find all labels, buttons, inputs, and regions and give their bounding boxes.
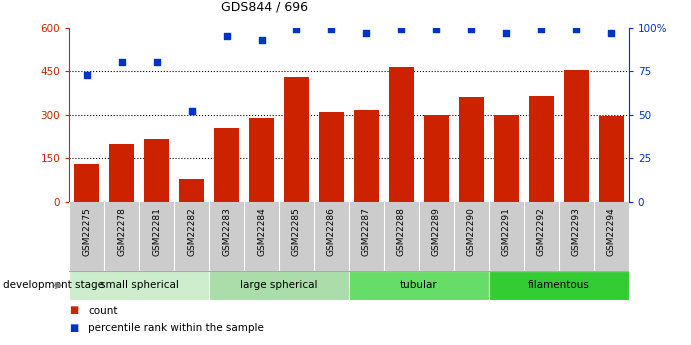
- Text: GSM22282: GSM22282: [187, 207, 196, 256]
- Point: [466, 27, 477, 32]
- Text: GSM22287: GSM22287: [362, 207, 371, 256]
- Bar: [424, 115, 448, 202]
- Text: tubular: tubular: [400, 280, 438, 290]
- Text: GSM22284: GSM22284: [257, 207, 266, 256]
- Text: GSM22278: GSM22278: [117, 207, 126, 256]
- Text: ■: ■: [69, 323, 78, 333]
- Bar: [319, 112, 343, 202]
- Text: GSM22285: GSM22285: [292, 207, 301, 256]
- Text: GSM22290: GSM22290: [467, 207, 476, 256]
- Bar: [389, 67, 414, 202]
- Text: percentile rank within the sample: percentile rank within the sample: [88, 323, 265, 333]
- Point: [606, 30, 617, 36]
- Text: ■: ■: [69, 306, 78, 315]
- Point: [291, 27, 302, 32]
- Text: GDS844 / 696: GDS844 / 696: [222, 1, 308, 14]
- Text: filamentous: filamentous: [528, 280, 590, 290]
- Bar: [249, 118, 274, 202]
- Point: [81, 72, 92, 77]
- Text: GSM22291: GSM22291: [502, 207, 511, 256]
- Point: [221, 33, 232, 39]
- Bar: [354, 110, 379, 202]
- Text: GSM22283: GSM22283: [222, 207, 231, 256]
- Point: [361, 30, 372, 36]
- Point: [256, 37, 267, 42]
- Text: GSM22292: GSM22292: [537, 207, 546, 256]
- Text: large spherical: large spherical: [240, 280, 318, 290]
- Bar: [109, 144, 134, 202]
- Text: GSM22275: GSM22275: [82, 207, 91, 256]
- Bar: [75, 164, 99, 202]
- Bar: [179, 179, 204, 202]
- Text: GSM22294: GSM22294: [607, 207, 616, 256]
- Point: [326, 27, 337, 32]
- Text: count: count: [88, 306, 118, 315]
- Bar: [69, 271, 209, 300]
- Text: GSM22288: GSM22288: [397, 207, 406, 256]
- Text: small spherical: small spherical: [100, 280, 178, 290]
- Bar: [349, 271, 489, 300]
- Point: [116, 60, 127, 65]
- Point: [396, 27, 407, 32]
- Bar: [489, 271, 629, 300]
- Text: GSM22293: GSM22293: [572, 207, 581, 256]
- Text: GSM22281: GSM22281: [152, 207, 161, 256]
- Bar: [214, 128, 239, 202]
- Bar: [144, 139, 169, 202]
- Point: [186, 108, 197, 114]
- Bar: [529, 96, 553, 202]
- Bar: [459, 97, 484, 202]
- Bar: [209, 271, 349, 300]
- Point: [501, 30, 512, 36]
- Point: [151, 60, 162, 65]
- Text: development stage: development stage: [3, 280, 104, 290]
- Bar: [599, 116, 623, 202]
- Point: [536, 27, 547, 32]
- Bar: [564, 70, 589, 202]
- Point: [431, 27, 442, 32]
- Point: [571, 27, 582, 32]
- Text: GSM22289: GSM22289: [432, 207, 441, 256]
- Bar: [494, 115, 519, 202]
- Text: GSM22286: GSM22286: [327, 207, 336, 256]
- Bar: [284, 77, 309, 202]
